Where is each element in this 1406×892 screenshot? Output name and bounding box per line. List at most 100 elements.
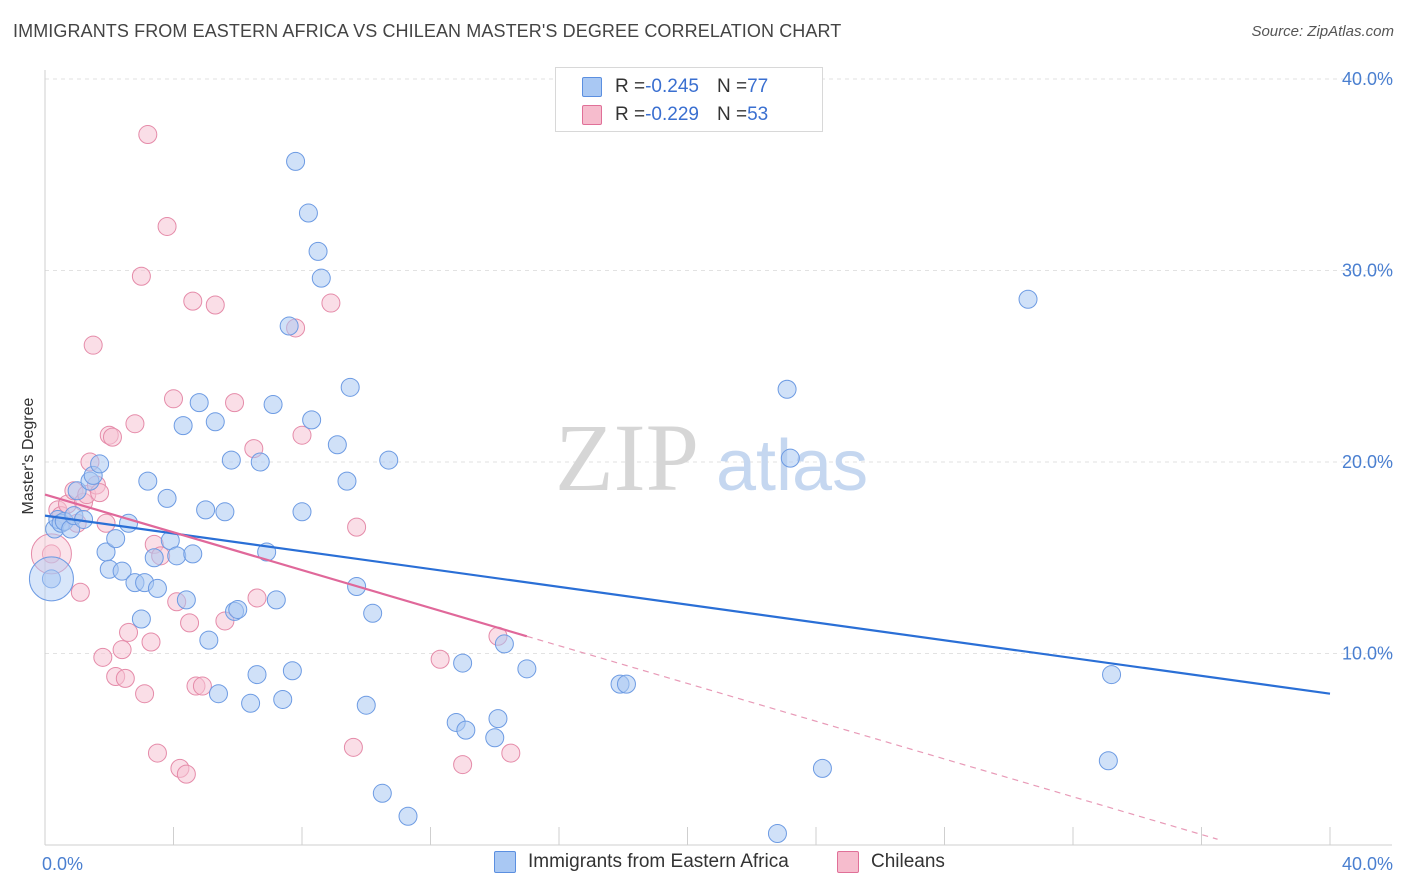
legend-r-label: R = [615,76,646,97]
legend-item-immigrants[interactable]: Immigrants from Eastern Africa [494,851,789,873]
point-immigrants [112,561,132,581]
legend-n-value: 77 [747,76,769,97]
point-immigrants [241,693,261,713]
legend-swatch-blue [582,77,602,97]
point-chileans [135,684,155,704]
point-immigrants [292,502,312,522]
point-chileans [115,668,135,688]
trend-line-immigrants [44,514,1331,695]
point-immigrants [41,569,61,589]
legend-swatch-pink [837,851,859,873]
series-immigrants-eastern-africa [28,151,1122,844]
point-immigrants [131,609,151,629]
point-chileans [119,622,139,642]
point-immigrants [196,500,216,520]
y-tick-label: 40.0% [1342,69,1393,89]
point-immigrants [456,720,476,740]
point-immigrants [488,709,508,729]
y-axis-label: Master's Degree [20,397,37,514]
point-immigrants [173,416,193,436]
point-immigrants [228,599,248,619]
point-immigrants [340,377,360,397]
x-tick-label-min: 0.0% [42,854,83,874]
legend-label-immigrants: Immigrants from Eastern Africa [528,851,789,872]
point-chileans [157,216,177,236]
point-chileans [347,517,367,537]
point-immigrants [302,410,322,430]
point-immigrants [494,634,514,654]
legend-row-blue: R = -0.245 N = 77 [582,74,768,100]
point-chileans [292,425,312,445]
watermark: ZIP atlas [555,404,868,511]
point-chileans [164,389,183,409]
point-chileans [180,613,200,633]
point-immigrants [517,659,537,679]
point-immigrants [138,471,158,491]
legend-swatch-pink [582,105,602,125]
y-tick-label: 10.0% [1342,644,1393,664]
legend-r-value: -0.229 [645,104,699,125]
point-chileans [125,414,145,434]
point-immigrants [199,630,219,650]
chart-title: IMMIGRANTS FROM EASTERN AFRICA VS CHILEA… [13,21,842,41]
point-chileans [102,427,122,447]
point-immigrants [273,689,293,709]
trend-line-chileans-extension [526,635,1218,840]
point-chileans [176,764,196,784]
grid-lines [45,78,1392,654]
point-chileans [205,295,225,315]
point-chileans [430,649,450,669]
point-immigrants [157,488,177,508]
point-chileans [192,676,212,696]
point-immigrants [767,824,787,844]
y-tick-label: 30.0% [1342,261,1393,281]
watermark-zip: ZIP [555,404,699,511]
point-immigrants [279,316,299,336]
point-immigrants [398,806,418,826]
point-chileans [138,125,158,145]
point-immigrants [247,665,267,685]
point-immigrants [453,653,473,673]
point-immigrants [205,412,225,432]
point-immigrants [183,544,203,564]
point-chileans [83,335,103,355]
point-immigrants [250,452,270,472]
legend-swatch-blue [494,851,516,873]
x-tick-label-max: 40.0% [1342,854,1393,874]
point-immigrants [337,471,357,491]
point-immigrants [298,203,318,223]
point-immigrants [372,783,392,803]
point-immigrants [363,603,383,623]
point-chileans [247,588,267,608]
point-immigrants [311,268,331,288]
legend-r-value: -0.245 [645,76,699,97]
point-chileans [147,743,167,763]
point-chileans [501,743,521,763]
point-immigrants [263,395,283,415]
tick-labels: 10.0% 20.0% 30.0% 40.0% 0.0% 40.0% [42,69,1393,874]
legend-n-value: 53 [747,104,769,125]
point-immigrants [106,529,126,549]
legend-item-chileans[interactable]: Chileans [837,851,945,873]
point-immigrants [167,546,187,566]
trend-line-chileans [44,493,528,638]
point-immigrants [327,435,347,455]
point-immigrants [176,590,196,610]
point-immigrants [189,393,209,413]
point-chileans [183,291,203,311]
point-immigrants [282,661,302,681]
point-immigrants [147,578,167,598]
point-immigrants [144,548,164,568]
point-immigrants [308,241,328,261]
point-immigrants [67,481,87,501]
point-chileans [131,266,151,286]
legend-n-label: N = [716,104,748,125]
series-chileans [30,125,521,784]
point-chileans [343,737,363,757]
point-immigrants [777,379,797,399]
y-tick-label: 20.0% [1342,452,1393,472]
point-immigrants [208,684,228,704]
point-chileans [70,582,90,602]
point-immigrants [1102,665,1122,685]
